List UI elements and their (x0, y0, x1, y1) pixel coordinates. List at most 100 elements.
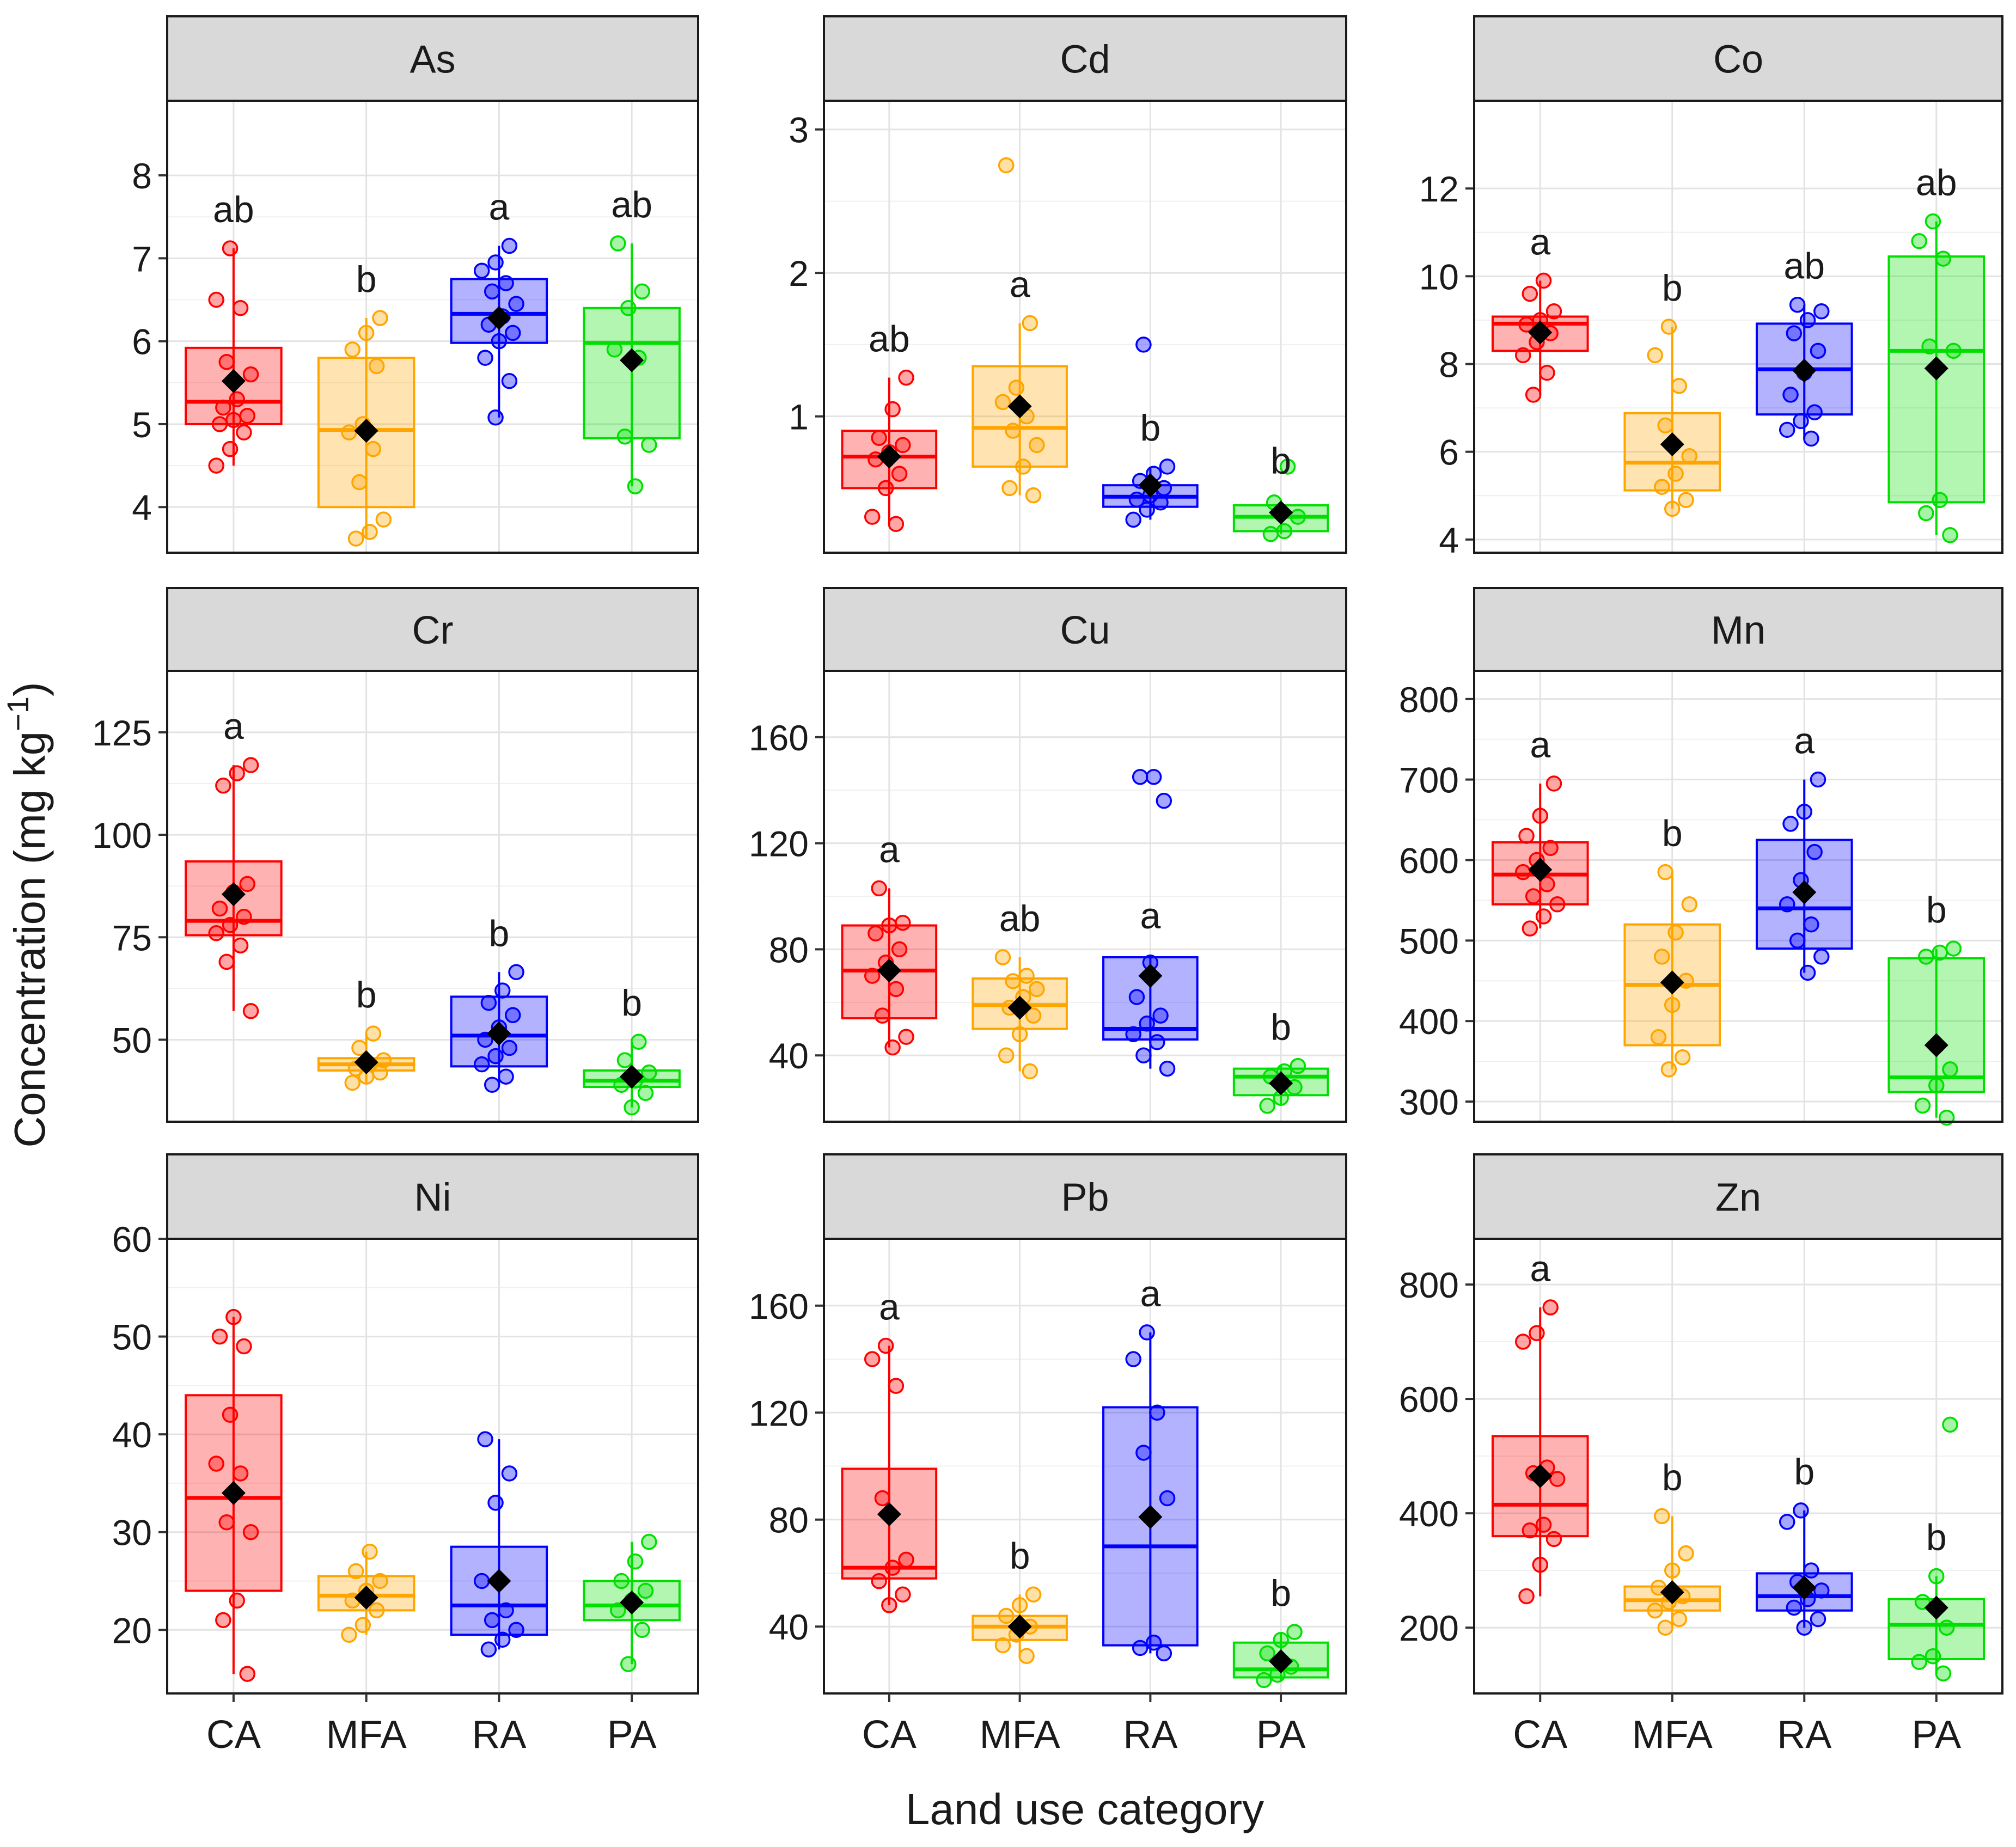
data-point (877, 480, 894, 497)
mean-marker (1924, 1033, 1948, 1057)
data-point (1935, 1665, 1952, 1681)
data-point (1671, 378, 1688, 394)
group-mfa (317, 1543, 416, 1643)
data-point (208, 925, 224, 941)
mean-marker (1528, 1464, 1553, 1488)
plot-background (1474, 1239, 2002, 1693)
significance-letter: b (1140, 407, 1160, 449)
data-point (1911, 233, 1927, 249)
data-point (1259, 1098, 1275, 1114)
data-point (1545, 1531, 1562, 1548)
data-point (1647, 1602, 1663, 1619)
strip-mn (1473, 587, 2003, 672)
significance-letter: b (621, 982, 642, 1024)
panel-border (823, 670, 1347, 1123)
mean-marker (1792, 358, 1817, 383)
mean-marker (221, 882, 246, 907)
significance-letter: ab (869, 319, 910, 360)
mean-marker (620, 1065, 644, 1089)
y-tick-label: 50 (112, 1317, 152, 1357)
strip-title: Co (1713, 38, 1763, 82)
data-point (372, 1573, 388, 1589)
y-tick-label: 3 (789, 110, 809, 150)
data-point (1803, 1562, 1819, 1579)
data-point (1128, 989, 1145, 1005)
strip-zn (1473, 1153, 2003, 1240)
mean-marker (1792, 1575, 1817, 1600)
data-point (1654, 1508, 1670, 1525)
data-point (368, 358, 385, 375)
data-point (347, 1563, 364, 1580)
mean-marker (1269, 1649, 1293, 1674)
data-point (1514, 864, 1531, 880)
significance-letter: a (488, 187, 509, 228)
y-tick-label: 8 (132, 156, 152, 196)
data-point (1273, 1632, 1289, 1648)
data-point (491, 333, 508, 350)
significance-letter: b (1662, 813, 1683, 854)
data-point (884, 1039, 901, 1056)
data-point (874, 1007, 891, 1024)
panel-border (1473, 100, 2003, 554)
y-tick-label: 80 (769, 929, 809, 970)
data-point (508, 296, 524, 312)
data-point (1535, 1516, 1552, 1533)
y-tick-label: 4 (1439, 520, 1459, 560)
data-point (1535, 272, 1552, 289)
data-point (1005, 973, 1021, 989)
data-point (1945, 940, 1962, 957)
mean-marker (354, 1050, 378, 1074)
significance-letter: b (1270, 1573, 1291, 1614)
data-point (1911, 1654, 1927, 1670)
data-point (1011, 1026, 1028, 1043)
data-point (236, 908, 252, 925)
data-point (218, 353, 235, 370)
data-point (1796, 804, 1812, 820)
data-point (888, 516, 905, 533)
data-point (498, 1602, 514, 1619)
panel-border (1473, 1238, 2003, 1695)
data-point (864, 1351, 881, 1367)
data-point (1008, 380, 1025, 396)
data-point (1276, 523, 1293, 540)
data-point (1796, 1619, 1812, 1636)
data-point (222, 1406, 239, 1423)
y-tick-label: 120 (749, 824, 809, 864)
group-ca: ab (185, 189, 283, 474)
data-point (1678, 492, 1694, 509)
strip-cr (166, 587, 699, 672)
group-ra: b (450, 913, 548, 1093)
plot-background (1474, 671, 2002, 1122)
panel-pb: Pb 40 80 120 160 a b a b CA MFA RA PA (749, 1153, 1347, 1757)
data-point (344, 341, 361, 358)
data-point (501, 1465, 518, 1482)
data-point (1029, 437, 1045, 454)
data-point (1152, 1007, 1169, 1024)
data-point (1128, 491, 1145, 508)
data-point (1135, 1445, 1152, 1461)
data-point (1789, 296, 1806, 313)
data-point (1139, 1016, 1155, 1032)
data-point (1539, 364, 1555, 381)
significance-letter: a (1530, 221, 1550, 262)
data-point (1159, 458, 1176, 475)
data-point (1029, 981, 1045, 998)
data-point (1650, 1029, 1667, 1045)
strip-pb (823, 1153, 1347, 1240)
panel-border (166, 100, 699, 554)
group-ca: a (841, 1286, 938, 1613)
data-point (1022, 315, 1038, 332)
data-point (1664, 500, 1681, 517)
data-point (616, 1052, 633, 1068)
data-point (998, 157, 1015, 174)
panel-as: As 4 5 6 7 8 ab b a ab (132, 15, 699, 554)
data-point (1286, 1624, 1303, 1640)
data-point (344, 1074, 361, 1091)
data-point (477, 1031, 493, 1048)
x-tick-label: MFA (326, 1713, 407, 1757)
data-point (215, 399, 231, 416)
y-axis-title-close: ) (5, 682, 54, 696)
data-point (494, 1631, 511, 1648)
group-pa: b (1232, 1573, 1329, 1689)
x-tick-label: CA (862, 1713, 917, 1757)
